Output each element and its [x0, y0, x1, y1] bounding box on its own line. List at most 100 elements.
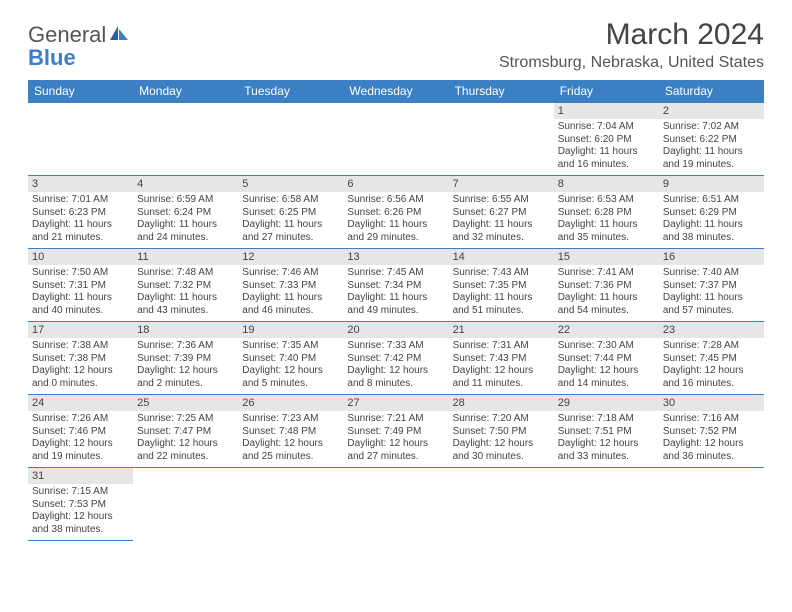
day-details: Sunrise: 7:45 AMSunset: 7:34 PMDaylight:… [343, 265, 448, 321]
logo-word1: General [28, 22, 106, 47]
sunset-text: Sunset: 6:23 PM [32, 207, 129, 220]
day-number: 12 [238, 249, 343, 265]
daylight-text: Daylight: 12 hours and 22 minutes. [137, 438, 234, 463]
sunset-text: Sunset: 7:39 PM [137, 353, 234, 366]
sunset-text: Sunset: 6:22 PM [663, 134, 760, 147]
weekday-header: Friday [554, 80, 659, 103]
sunrise-text: Sunrise: 6:59 AM [137, 194, 234, 207]
day-details: Sunrise: 7:25 AMSunset: 7:47 PMDaylight:… [133, 411, 238, 467]
sunrise-text: Sunrise: 7:25 AM [137, 413, 234, 426]
day-details: Sunrise: 6:53 AMSunset: 6:28 PMDaylight:… [554, 192, 659, 248]
day-number: 29 [554, 395, 659, 411]
location: Stromsburg, Nebraska, United States [499, 54, 764, 72]
day-number: 14 [449, 249, 554, 265]
sunset-text: Sunset: 7:37 PM [663, 280, 760, 293]
day-number: 5 [238, 176, 343, 192]
calendar-row: 3Sunrise: 7:01 AMSunset: 6:23 PMDaylight… [28, 176, 764, 249]
sunrise-text: Sunrise: 6:56 AM [347, 194, 444, 207]
calendar-cell: 7Sunrise: 6:55 AMSunset: 6:27 PMDaylight… [449, 176, 554, 249]
calendar-cell: 5Sunrise: 6:58 AMSunset: 6:25 PMDaylight… [238, 176, 343, 249]
calendar-cell: 11Sunrise: 7:48 AMSunset: 7:32 PMDayligh… [133, 249, 238, 322]
day-details: Sunrise: 7:23 AMSunset: 7:48 PMDaylight:… [238, 411, 343, 467]
weekday-header-row: SundayMondayTuesdayWednesdayThursdayFrid… [28, 80, 764, 103]
day-number: 4 [133, 176, 238, 192]
daylight-text: Daylight: 12 hours and 33 minutes. [558, 438, 655, 463]
calendar-cell: 6Sunrise: 6:56 AMSunset: 6:26 PMDaylight… [343, 176, 448, 249]
daylight-text: Daylight: 11 hours and 29 minutes. [347, 219, 444, 244]
sunset-text: Sunset: 7:43 PM [453, 353, 550, 366]
day-details: Sunrise: 7:02 AMSunset: 6:22 PMDaylight:… [659, 119, 764, 175]
day-details: Sunrise: 7:48 AMSunset: 7:32 PMDaylight:… [133, 265, 238, 321]
calendar-cell: 4Sunrise: 6:59 AMSunset: 6:24 PMDaylight… [133, 176, 238, 249]
day-details: Sunrise: 7:41 AMSunset: 7:36 PMDaylight:… [554, 265, 659, 321]
daylight-text: Daylight: 12 hours and 11 minutes. [453, 365, 550, 390]
daylight-text: Daylight: 11 hours and 21 minutes. [32, 219, 129, 244]
sunrise-text: Sunrise: 7:31 AM [453, 340, 550, 353]
day-details: Sunrise: 7:04 AMSunset: 6:20 PMDaylight:… [554, 119, 659, 175]
calendar-cell: 20Sunrise: 7:33 AMSunset: 7:42 PMDayligh… [343, 322, 448, 395]
day-details: Sunrise: 7:30 AMSunset: 7:44 PMDaylight:… [554, 338, 659, 394]
calendar-cell [28, 103, 133, 176]
day-details: Sunrise: 7:31 AMSunset: 7:43 PMDaylight:… [449, 338, 554, 394]
day-details: Sunrise: 7:33 AMSunset: 7:42 PMDaylight:… [343, 338, 448, 394]
sunset-text: Sunset: 7:35 PM [453, 280, 550, 293]
day-number: 21 [449, 322, 554, 338]
daylight-text: Daylight: 12 hours and 30 minutes. [453, 438, 550, 463]
sunset-text: Sunset: 6:28 PM [558, 207, 655, 220]
daylight-text: Daylight: 11 hours and 46 minutes. [242, 292, 339, 317]
sunset-text: Sunset: 7:32 PM [137, 280, 234, 293]
calendar-cell: 2Sunrise: 7:02 AMSunset: 6:22 PMDaylight… [659, 103, 764, 176]
daylight-text: Daylight: 11 hours and 57 minutes. [663, 292, 760, 317]
calendar-cell: 23Sunrise: 7:28 AMSunset: 7:45 PMDayligh… [659, 322, 764, 395]
sunset-text: Sunset: 7:49 PM [347, 426, 444, 439]
day-number: 31 [28, 468, 133, 484]
sunset-text: Sunset: 6:25 PM [242, 207, 339, 220]
calendar-cell: 8Sunrise: 6:53 AMSunset: 6:28 PMDaylight… [554, 176, 659, 249]
sunset-text: Sunset: 7:42 PM [347, 353, 444, 366]
day-number: 25 [133, 395, 238, 411]
day-details: Sunrise: 7:18 AMSunset: 7:51 PMDaylight:… [554, 411, 659, 467]
day-number: 24 [28, 395, 133, 411]
sunset-text: Sunset: 7:44 PM [558, 353, 655, 366]
day-number: 15 [554, 249, 659, 265]
sunset-text: Sunset: 7:53 PM [32, 499, 129, 512]
day-number: 30 [659, 395, 764, 411]
sunset-text: Sunset: 6:26 PM [347, 207, 444, 220]
weekday-header: Thursday [449, 80, 554, 103]
calendar-table: SundayMondayTuesdayWednesdayThursdayFrid… [28, 80, 764, 541]
calendar-cell [238, 103, 343, 176]
sunrise-text: Sunrise: 7:02 AM [663, 121, 760, 134]
sunrise-text: Sunrise: 7:01 AM [32, 194, 129, 207]
sunset-text: Sunset: 7:52 PM [663, 426, 760, 439]
daylight-text: Daylight: 11 hours and 43 minutes. [137, 292, 234, 317]
calendar-cell [133, 103, 238, 176]
logo: General Blue [28, 18, 130, 70]
sunrise-text: Sunrise: 7:23 AM [242, 413, 339, 426]
day-details: Sunrise: 6:56 AMSunset: 6:26 PMDaylight:… [343, 192, 448, 248]
daylight-text: Daylight: 12 hours and 38 minutes. [32, 511, 129, 536]
calendar-cell [659, 468, 764, 541]
daylight-text: Daylight: 12 hours and 14 minutes. [558, 365, 655, 390]
daylight-text: Daylight: 12 hours and 5 minutes. [242, 365, 339, 390]
sunset-text: Sunset: 7:48 PM [242, 426, 339, 439]
calendar-cell: 31 Sunrise: 7:15 AMSunset: 7:53 PMDayligh… [28, 468, 133, 541]
calendar-cell [554, 468, 659, 541]
day-details: Sunrise: 7:50 AMSunset: 7:31 PMDaylight:… [28, 265, 133, 321]
calendar-cell: 27Sunrise: 7:21 AMSunset: 7:49 PMDayligh… [343, 395, 448, 468]
daylight-text: Daylight: 11 hours and 51 minutes. [453, 292, 550, 317]
calendar-cell: 19Sunrise: 7:35 AMSunset: 7:40 PMDayligh… [238, 322, 343, 395]
calendar-cell: 10Sunrise: 7:50 AMSunset: 7:31 PMDayligh… [28, 249, 133, 322]
day-number: 22 [554, 322, 659, 338]
calendar-cell [343, 103, 448, 176]
sunset-text: Sunset: 7:40 PM [242, 353, 339, 366]
sunrise-text: Sunrise: 7:15 AM [32, 486, 129, 499]
day-number: 3 [28, 176, 133, 192]
daylight-text: Daylight: 12 hours and 25 minutes. [242, 438, 339, 463]
calendar-cell: 26Sunrise: 7:23 AMSunset: 7:48 PMDayligh… [238, 395, 343, 468]
calendar-cell [133, 468, 238, 541]
day-details: Sunrise: 6:51 AMSunset: 6:29 PMDaylight:… [659, 192, 764, 248]
day-details: Sunrise: 7:20 AMSunset: 7:50 PMDaylight:… [449, 411, 554, 467]
calendar-cell: 3 Sunrise: 7:01 AMSunset: 6:23 PMDaylight… [28, 176, 133, 249]
daylight-text: Daylight: 11 hours and 54 minutes. [558, 292, 655, 317]
weekday-header: Sunday [28, 80, 133, 103]
